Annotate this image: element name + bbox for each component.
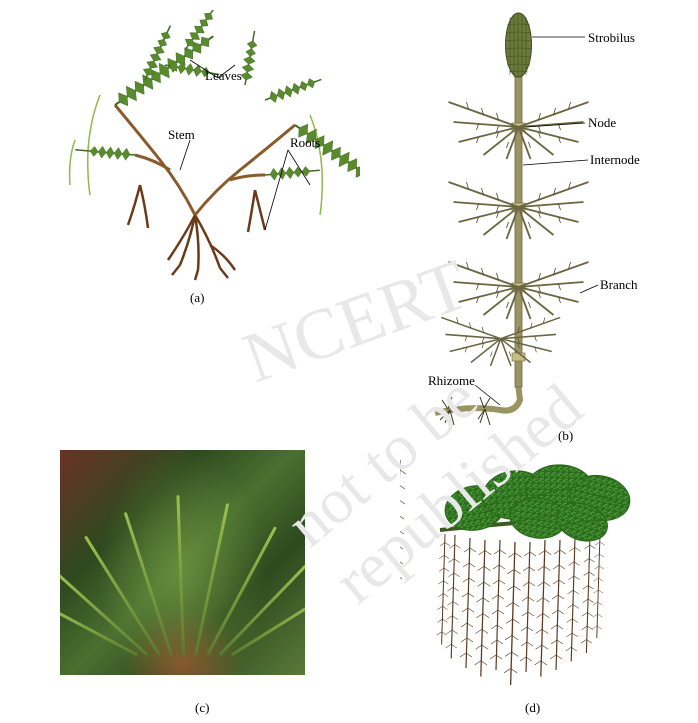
caption-c: (c) <box>195 700 209 716</box>
panel-a-selaginella: Leaves Stem Roots <box>40 10 360 300</box>
label-roots: Roots <box>290 135 320 151</box>
panel-c-fern-photo <box>60 450 340 705</box>
panel-b-equisetum: Strobilus Node Internode Branch Rhizome <box>400 5 680 435</box>
caption-d: (d) <box>525 700 540 716</box>
photo-fern <box>60 450 305 675</box>
label-internode: Internode <box>590 152 640 168</box>
roots-a <box>128 185 265 280</box>
strobilus-b <box>506 13 532 77</box>
panel-d-salvinia <box>400 460 660 705</box>
label-strobilus: Strobilus <box>588 30 635 46</box>
label-stem: Stem <box>168 127 195 143</box>
leaves-d <box>442 464 634 547</box>
label-node: Node <box>588 115 616 131</box>
leafy-branches-a <box>70 10 360 215</box>
caption-a: (a) <box>190 290 204 306</box>
label-branch: Branch <box>600 277 638 293</box>
caption-b: (b) <box>558 428 573 444</box>
label-leaves: Leaves <box>205 68 242 84</box>
label-rhizome: Rhizome <box>428 373 475 389</box>
diagram-b-svg <box>400 5 680 435</box>
diagram-d-svg <box>400 460 660 695</box>
